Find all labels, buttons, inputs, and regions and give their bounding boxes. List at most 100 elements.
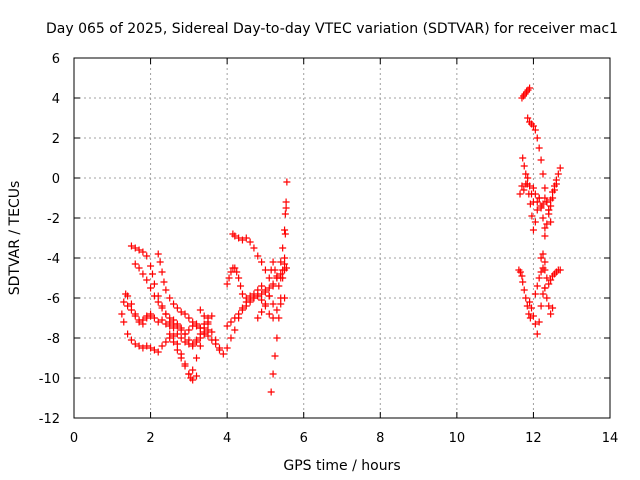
data-point (535, 144, 543, 152)
series-trace-11 (229, 230, 290, 290)
data-point (150, 314, 158, 322)
data-point (158, 342, 166, 350)
data-point (147, 284, 155, 292)
data-point (235, 274, 243, 282)
data-point (166, 294, 174, 302)
data-point (154, 318, 162, 326)
data-point (271, 266, 279, 274)
data-point (279, 266, 287, 274)
series-trace-18 (524, 114, 555, 226)
data-point (173, 304, 181, 312)
data-point (185, 326, 193, 334)
data-point (127, 306, 135, 314)
series-trace-13 (254, 198, 290, 322)
y-tick-label: -6 (47, 292, 60, 307)
data-point (196, 324, 204, 332)
data-point (231, 326, 239, 334)
data-point (277, 300, 285, 308)
y-tick-label: -8 (47, 332, 60, 347)
x-tick-labels: 0 2 4 6 8 10 12 14 (70, 431, 618, 446)
data-point (539, 290, 547, 298)
series-trace-9 (223, 282, 289, 330)
data-point (181, 338, 189, 346)
data-point (223, 344, 231, 352)
data-point (254, 314, 262, 322)
data-point (531, 290, 539, 298)
x-tick-label: 2 (146, 431, 154, 446)
data-point (518, 272, 526, 280)
series-trace-8 (196, 292, 277, 358)
data-point (265, 274, 273, 282)
data-point (283, 178, 291, 186)
data-point (200, 330, 208, 338)
data-point (543, 274, 551, 282)
data-point (261, 300, 269, 308)
data-point (525, 310, 533, 318)
data-point (127, 336, 135, 344)
data-point (233, 268, 241, 276)
data-point (158, 316, 166, 324)
data-point (269, 258, 277, 266)
data-point (196, 306, 204, 314)
x-tick-label: 8 (376, 431, 384, 446)
data-point (545, 206, 553, 214)
data-point (271, 352, 279, 360)
data-point (200, 312, 208, 320)
data-point (526, 84, 534, 92)
data-point (158, 304, 166, 312)
data-point (516, 190, 524, 198)
y-tick-labels: -12 -10 -8 -6 -4 -2 0 2 4 6 (39, 52, 60, 427)
data-point (193, 354, 201, 362)
data-point (541, 184, 549, 192)
data-point (275, 314, 283, 322)
data-point (150, 280, 158, 288)
data-point (273, 272, 281, 280)
data-point (196, 342, 204, 350)
y-tick-label: -4 (47, 252, 60, 267)
data-point (531, 190, 539, 198)
data-point (531, 320, 539, 328)
data-point (181, 310, 189, 318)
data-point (547, 310, 555, 318)
data-point (166, 314, 174, 322)
data-point (533, 198, 541, 206)
data-point (269, 370, 277, 378)
data-point (282, 198, 290, 206)
data-point (519, 278, 527, 286)
data-point (543, 294, 551, 302)
data-point (523, 302, 531, 310)
data-point (208, 312, 216, 320)
data-point (531, 126, 539, 134)
data-point (265, 284, 273, 292)
data-point (185, 336, 193, 344)
data-point (120, 298, 128, 306)
data-point (147, 262, 155, 270)
data-point (242, 234, 250, 242)
data-points (118, 84, 564, 396)
data-point (131, 312, 139, 320)
series-trace-14 (515, 266, 526, 280)
data-point (267, 388, 275, 396)
data-point (118, 310, 126, 318)
data-point (238, 290, 246, 298)
data-point (522, 170, 530, 178)
data-point (516, 268, 524, 276)
data-point (265, 292, 273, 300)
data-point (520, 162, 528, 170)
data-point (170, 316, 178, 324)
data-point (173, 320, 181, 328)
data-point (539, 170, 547, 178)
data-point (135, 342, 143, 350)
data-point (193, 372, 201, 380)
data-point (231, 314, 239, 322)
data-point (139, 344, 147, 352)
data-point (258, 258, 266, 266)
data-point (204, 332, 212, 340)
x-tick-label: 12 (525, 431, 542, 446)
data-point (533, 282, 541, 290)
data-point (173, 346, 181, 354)
grid (74, 58, 610, 418)
data-point (135, 316, 143, 324)
data-point (204, 320, 212, 328)
data-point (219, 350, 227, 358)
